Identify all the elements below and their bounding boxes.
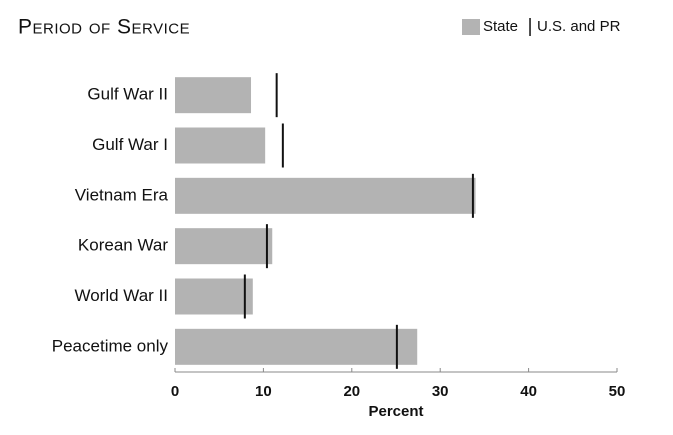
y-tick-label: World War II (74, 286, 168, 305)
bar (175, 228, 273, 265)
bar (175, 328, 418, 365)
y-tick-label: Gulf War II (87, 85, 168, 104)
x-tick-label: 50 (609, 383, 626, 400)
y-tick-label: Peacetime only (52, 336, 169, 355)
y-tick-label: Gulf War I (92, 135, 168, 154)
legend-swatch (462, 19, 480, 35)
x-tick-label: 10 (255, 383, 272, 400)
x-tick-label: 0 (171, 383, 179, 400)
chart-title: Period of Service (18, 16, 190, 39)
y-tick-label: Vietnam Era (75, 185, 169, 204)
bar (175, 177, 476, 214)
y-tick-label: Korean War (78, 236, 168, 255)
x-tick-label: 20 (343, 383, 360, 400)
legend-label: State (483, 18, 518, 35)
x-tick-label: 40 (520, 383, 537, 400)
bar (175, 77, 252, 114)
x-tick-label: 30 (432, 383, 449, 400)
legend-label: U.S. and PR (537, 18, 621, 35)
bar (175, 127, 266, 164)
bar (175, 278, 253, 315)
x-axis-label: Percent (368, 403, 423, 420)
